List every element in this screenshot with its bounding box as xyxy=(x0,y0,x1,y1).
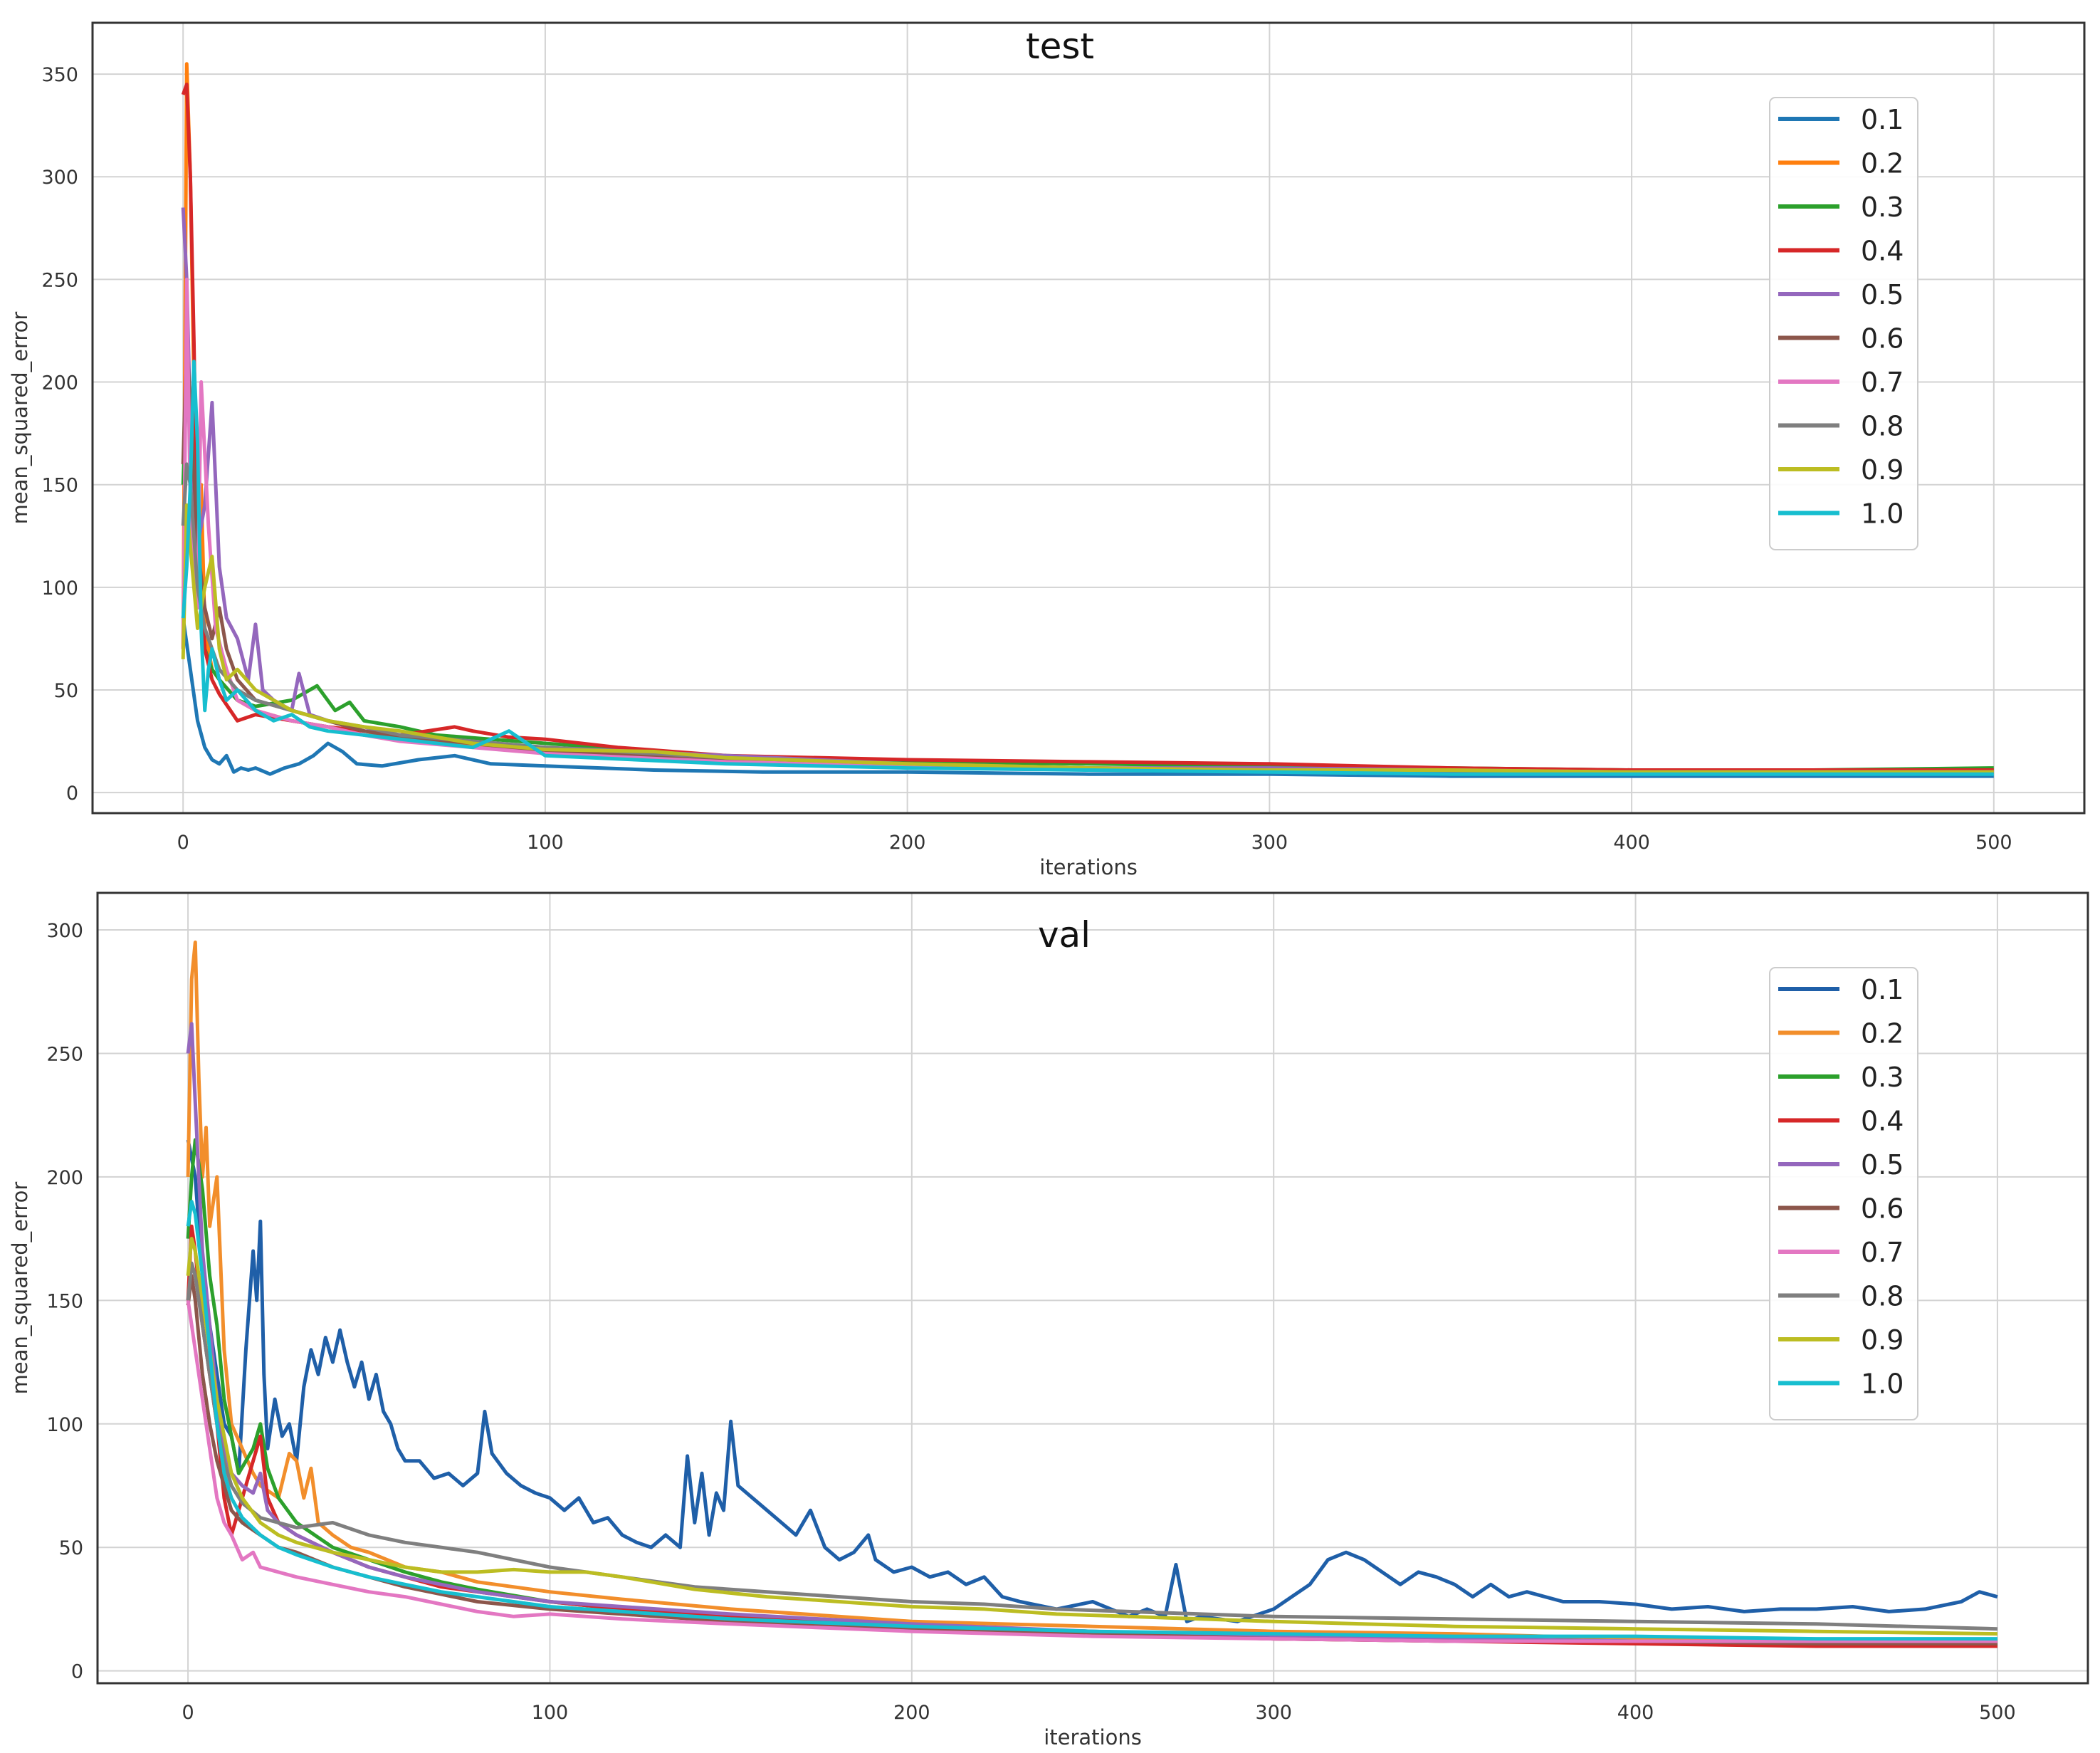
legend-box xyxy=(1769,97,1918,550)
y-tick-label: 300 xyxy=(41,167,78,189)
x-tick-label: 400 xyxy=(1617,1702,1654,1724)
chart-title: test xyxy=(1026,26,1094,67)
series-line-0.9 xyxy=(186,1237,1997,1636)
x-tick-label: 100 xyxy=(532,1702,569,1724)
y-tick-label: 250 xyxy=(41,269,78,291)
series-line-0.1 xyxy=(181,617,1994,778)
legend-entry: 0.4 xyxy=(1861,1106,1904,1137)
series-line-1.0 xyxy=(181,360,1994,776)
chart-title: val xyxy=(1038,914,1091,956)
y-tick-label: 50 xyxy=(59,1537,83,1559)
plot-frame xyxy=(91,21,2086,815)
legend-entry: 1.0 xyxy=(1861,498,1904,530)
y-tick-label: 50 xyxy=(54,680,78,702)
legend-entry: 0.4 xyxy=(1861,236,1904,267)
x-tick-label: 0 xyxy=(182,1702,194,1724)
legend-entry: 0.8 xyxy=(1861,411,1904,442)
x-tick-label: 500 xyxy=(1979,1702,2016,1724)
series-group xyxy=(186,940,1998,1648)
legend-entry: 0.7 xyxy=(1861,367,1904,398)
legend-entry: 0.9 xyxy=(1861,454,1904,486)
legend-entry: 0.6 xyxy=(1861,1193,1904,1225)
series-line-0.2 xyxy=(186,940,1997,1643)
legend-entry: 0.5 xyxy=(1861,1149,1904,1181)
legend-entry: 0.8 xyxy=(1861,1281,1904,1312)
legend-entry: 0.5 xyxy=(1861,279,1904,310)
legend: 0.1 0.2 0.3 0.4 0.5 0.6 0.7 0.8 0.9 1.0 xyxy=(1769,967,1918,1420)
x-tick-label: 200 xyxy=(893,1702,930,1724)
x-tick-label: 500 xyxy=(1975,832,2012,854)
series-line-1.0 xyxy=(186,1200,1997,1641)
legend-entry: 0.1 xyxy=(1861,104,1904,135)
y-axis-label: mean_squared_error xyxy=(8,1182,32,1395)
y-tick-label: 250 xyxy=(46,1043,83,1065)
legend-entry: 0.9 xyxy=(1861,1324,1904,1356)
y-tick-label: 100 xyxy=(46,1414,83,1436)
y-tick-label: 200 xyxy=(41,372,78,394)
x-tick-label: 0 xyxy=(177,832,189,854)
legend-entry: 0.3 xyxy=(1861,1062,1904,1093)
legend-entry: 0.3 xyxy=(1861,192,1904,223)
legend-entry: 0.2 xyxy=(1861,148,1904,179)
y-tick-label: 300 xyxy=(46,920,83,942)
x-tick-label: 100 xyxy=(527,832,564,854)
y-tick-label: 0 xyxy=(71,1661,83,1683)
x-tick-label: 300 xyxy=(1251,832,1288,854)
x-axis-label: iterations xyxy=(1039,855,1138,879)
test-chart: 0 100 200 300 400 500 0 50 100 150 200 250 300 350 ite… xyxy=(8,21,2086,879)
legend-entry: 0.7 xyxy=(1861,1237,1904,1268)
y-tick-label: 100 xyxy=(41,577,78,600)
legend-entry: 0.2 xyxy=(1861,1018,1904,1050)
x-tick-label: 200 xyxy=(889,832,926,854)
series-line-0.1 xyxy=(186,1139,1998,1623)
y-tick-label: 0 xyxy=(66,783,78,805)
y-tick-label: 200 xyxy=(46,1167,83,1189)
series-line-0.9 xyxy=(181,503,1994,774)
x-axis-label: iterations xyxy=(1044,1725,1142,1749)
legend-entry: 0.6 xyxy=(1861,323,1904,355)
plot-frame xyxy=(96,891,2089,1685)
y-tick-label: 350 xyxy=(41,64,78,86)
val-chart: 0 100 200 300 400 500 0 50 100 150 200 250 300 iterat… xyxy=(8,891,2089,1749)
x-tick-label: 300 xyxy=(1255,1702,1292,1724)
x-tick-label: 400 xyxy=(1613,832,1650,854)
legend-entry: 0.1 xyxy=(1861,974,1904,1005)
series-line-0.7 xyxy=(186,1299,1997,1643)
y-tick-label: 150 xyxy=(41,475,78,497)
y-axis-label: mean_squared_error xyxy=(8,312,32,525)
legend-entry: 1.0 xyxy=(1861,1369,1904,1400)
legend: 0.1 0.2 0.3 0.4 0.5 0.6 0.7 0.8 0.9 1.0 xyxy=(1769,97,1918,550)
y-tick-label: 150 xyxy=(46,1290,83,1312)
legend-box xyxy=(1769,967,1918,1420)
series-group xyxy=(181,62,1994,778)
